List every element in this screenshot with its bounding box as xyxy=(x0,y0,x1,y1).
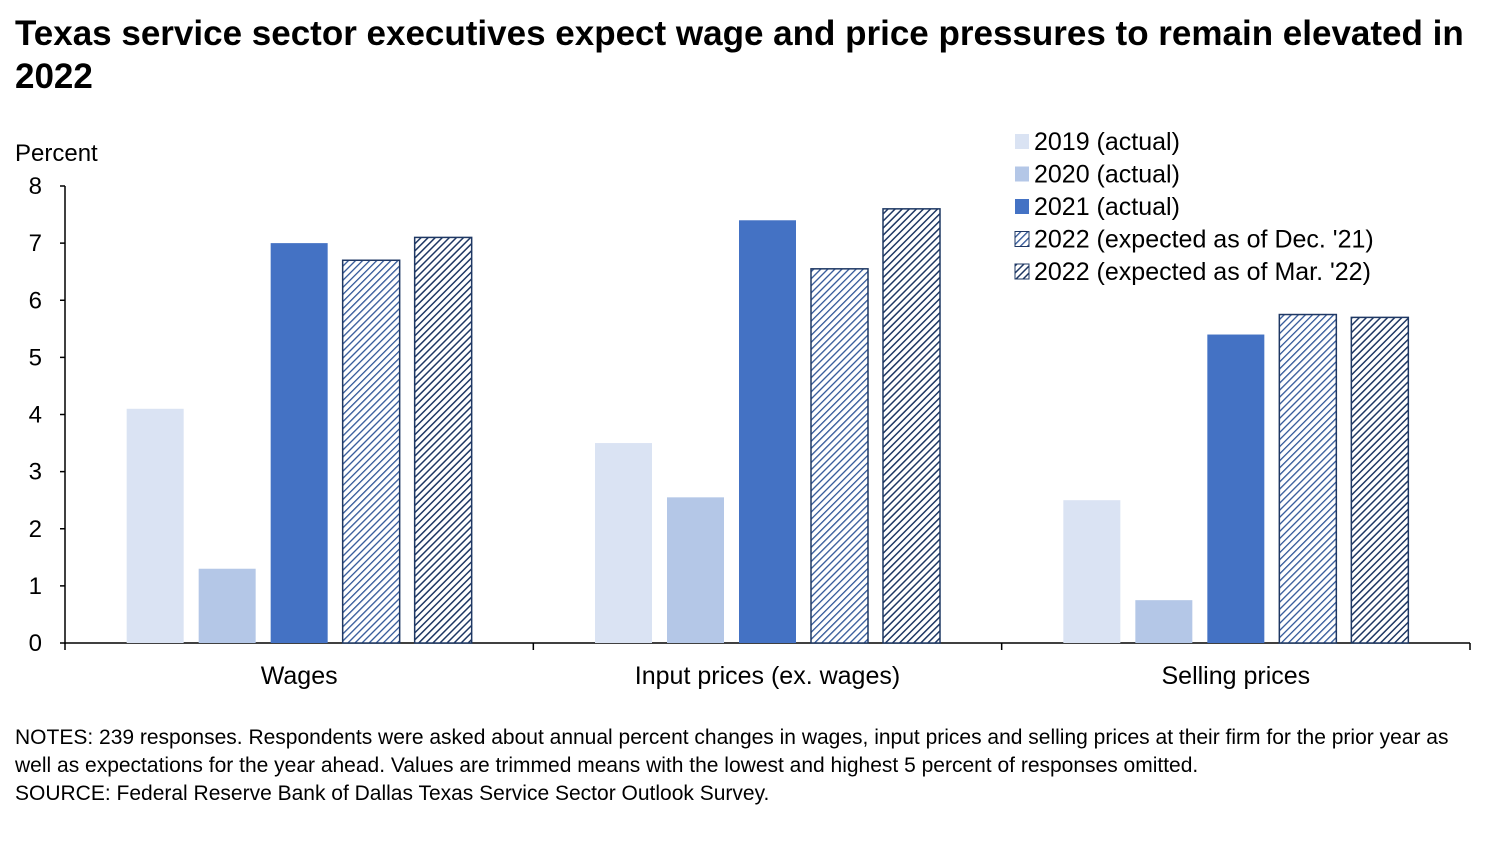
bar-chart: Percent 0 1 2 3 4 5 6 7 8 Wages Input prices (ex. w… xyxy=(15,128,1471,690)
x-tick-label: Selling prices xyxy=(1161,662,1310,690)
y-tick-label: 1 xyxy=(29,573,42,600)
y-tick-label: 3 xyxy=(29,459,42,486)
legend-label: 2022 (expected as of Mar. '22) xyxy=(1034,258,1371,286)
chart-area: Percent 0 1 2 3 4 5 6 7 8 Wages Input prices (ex. w… xyxy=(15,128,1471,690)
legend-swatch xyxy=(1015,199,1029,214)
y-tick-label: 4 xyxy=(29,402,42,429)
y-tick-label: 6 xyxy=(29,287,42,314)
legend-label: 2020 (actual) xyxy=(1034,161,1180,189)
bar xyxy=(739,220,796,643)
notes-text: NOTES: 239 responses. Respondents were a… xyxy=(15,726,1449,777)
bar xyxy=(413,236,473,644)
legend-label: 2021 (actual) xyxy=(1034,193,1180,221)
bar xyxy=(810,268,869,644)
axes: Percent 0 1 2 3 4 5 6 7 8 Wages Input prices (ex. w… xyxy=(15,140,1471,690)
y-axis-label: Percent xyxy=(15,140,98,167)
x-tick-label: Wages xyxy=(261,662,338,690)
legend-swatch xyxy=(1015,166,1029,182)
bar xyxy=(1278,313,1338,644)
chart-title: Texas service sector executives expect w… xyxy=(15,14,1464,96)
bar xyxy=(341,259,401,644)
y-tick-label: 2 xyxy=(29,516,42,543)
y-tick-label: 8 xyxy=(29,173,42,200)
bar xyxy=(1350,316,1410,644)
bar xyxy=(1207,334,1265,643)
legend-swatch xyxy=(1014,263,1030,280)
x-tick-label: Input prices (ex. wages) xyxy=(635,662,900,690)
legend: 2019 (actual) 2020 (actual) 2021 (actual) 2… xyxy=(1014,128,1374,286)
legend-label: 2022 (expected as of Dec. '21) xyxy=(1034,226,1374,254)
bar xyxy=(667,497,724,643)
bars xyxy=(126,208,1410,644)
y-tick-label: 5 xyxy=(29,344,42,371)
bar xyxy=(1135,600,1193,643)
y-tick-label: 0 xyxy=(29,630,42,657)
notes-block: NOTES: 239 responses. Respondents were a… xyxy=(15,724,1480,808)
bar xyxy=(270,243,328,643)
bar xyxy=(198,568,256,643)
legend-label: 2019 (actual) xyxy=(1034,128,1180,156)
legend-swatch xyxy=(1014,231,1030,247)
bar xyxy=(1063,500,1121,643)
bar xyxy=(595,443,652,643)
y-tick-label: 7 xyxy=(29,230,42,257)
source-text: SOURCE: Federal Reserve Bank of Dallas T… xyxy=(15,782,770,805)
bar xyxy=(126,408,184,643)
legend-swatch xyxy=(1015,134,1029,149)
bar xyxy=(882,208,941,644)
